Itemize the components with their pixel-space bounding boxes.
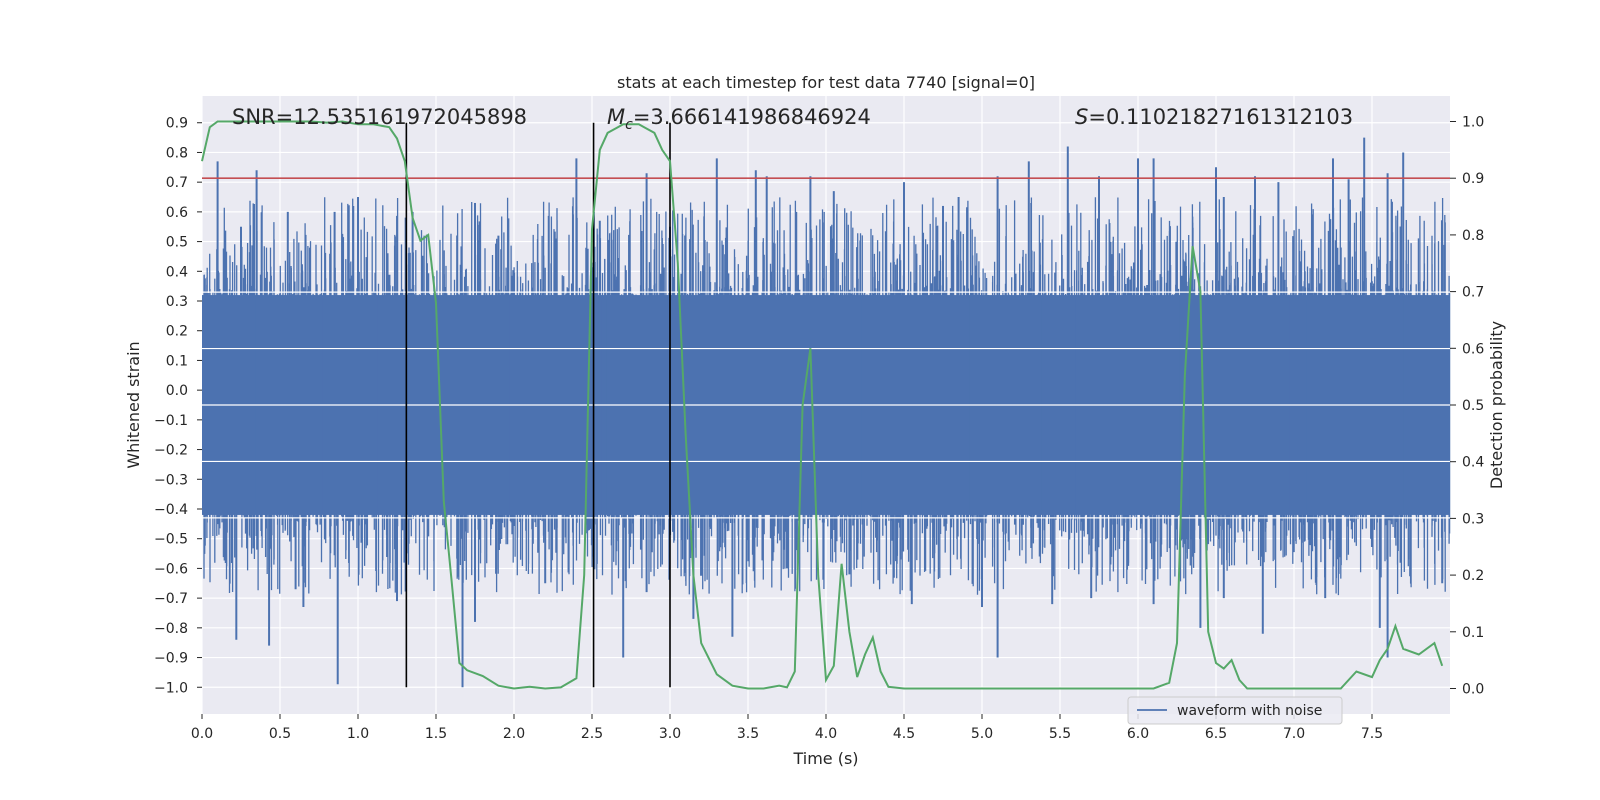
- s-symbol: S: [1075, 105, 1088, 129]
- y-tick-label: 0.3: [166, 294, 188, 310]
- y2-tick-label: 0.6: [1462, 341, 1484, 357]
- y-tick-label: −0.2: [154, 443, 188, 459]
- legend-label: waveform with noise: [1177, 703, 1322, 719]
- mc-symbol: M: [607, 105, 625, 129]
- y2-tick-label: 0.1: [1462, 625, 1484, 641]
- y2-tick-label: 0.2: [1462, 568, 1484, 584]
- mc-value: =3.666141986846924: [633, 105, 871, 129]
- y-tick-label: −0.3: [154, 472, 188, 488]
- x-tick-label: 6.0: [1127, 726, 1149, 742]
- legend: waveform with noise: [1127, 696, 1343, 725]
- y-tick-label: 0.0: [166, 383, 188, 399]
- y-axis-ticks: 0.9 0.8 0.7 0.6 0.5 0.4 0.3 0.2 0.1 0.0 −0.1 −0.2 −0…: [154, 116, 202, 696]
- legend-box: [1127, 696, 1343, 725]
- y2-tick-label: 0.9: [1462, 171, 1484, 187]
- x-tick-label: 6.5: [1205, 726, 1227, 742]
- y2-tick-label: 1.0: [1462, 115, 1484, 131]
- y-tick-label: 0.9: [166, 116, 188, 132]
- mc-subscript: c: [625, 117, 633, 133]
- y-tick-label: −0.1: [154, 413, 188, 429]
- chirp-mass-annotation: Mc=3.666141986846924: [607, 105, 871, 133]
- x-axis-label: Time (s): [792, 749, 858, 768]
- y2-axis-ticks: 0.0 0.1 0.2 0.3 0.4 0.5 0.6 0.7 0.8 0.9 1.0: [1450, 115, 1484, 697]
- detection-probability-line: [201, 120, 1444, 690]
- chart-title: stats at each timestep for test data 774…: [617, 73, 1035, 92]
- x-tick-label: 0.0: [191, 726, 213, 742]
- y-tick-label: 0.7: [166, 175, 188, 191]
- x-tick-label: 2.0: [503, 726, 525, 742]
- y-tick-label: 0.1: [166, 353, 188, 369]
- waveform-noise-lines: [203, 197, 1451, 596]
- x-tick-label: 5.5: [1049, 726, 1071, 742]
- x-tick-label: 3.0: [659, 726, 681, 742]
- y-tick-label: −0.6: [154, 561, 188, 577]
- x-tick-label: 5.0: [971, 726, 993, 742]
- y-tick-label: 0.6: [166, 205, 188, 221]
- y-tick-label: −0.7: [154, 591, 188, 607]
- x-tick-label: 7.0: [1283, 726, 1305, 742]
- y2-tick-label: 0.3: [1462, 511, 1484, 527]
- x-tick-label: 4.0: [815, 726, 837, 742]
- snr-annotation: SNR=12.535161972045898: [232, 105, 527, 129]
- y-tick-label: 0.8: [166, 145, 188, 161]
- y2-tick-label: 0.8: [1462, 228, 1484, 244]
- x-tick-label: 4.5: [893, 726, 915, 742]
- y2-tick-label: 0.0: [1462, 681, 1484, 697]
- x-tick-label: 1.5: [425, 726, 447, 742]
- y-tick-label: −1.0: [154, 680, 188, 696]
- y-tick-label: 0.5: [166, 235, 188, 251]
- x-axis-ticks: 0.0 0.5 1.0 1.5 2.0 2.5 3.0 3.5 4.0 4.5 5.0 5.5 6.0 6…: [191, 714, 1383, 742]
- x-tick-label: 7.5: [1361, 726, 1383, 742]
- y2-tick-label: 0.4: [1462, 455, 1484, 471]
- y-tick-label: −0.5: [154, 532, 188, 548]
- x-tick-label: 2.5: [581, 726, 603, 742]
- y-tick-label: −0.8: [154, 621, 188, 637]
- s-annotation: S=0.11021827161312103: [1075, 105, 1353, 129]
- y-axis-label: Whitened strain: [124, 341, 143, 468]
- y-tick-label: −0.4: [154, 502, 188, 518]
- waveform-series: [202, 137, 1451, 688]
- y-tick-label: −0.9: [154, 651, 188, 667]
- y-tick-label: 0.2: [166, 324, 188, 340]
- s-value: =0.11021827161312103: [1088, 105, 1353, 129]
- y2-tick-label: 0.5: [1462, 398, 1484, 414]
- x-tick-label: 3.5: [737, 726, 759, 742]
- x-tick-label: 1.0: [347, 726, 369, 742]
- y2-axis-label: Detection probability: [1487, 321, 1506, 489]
- x-tick-label: 0.5: [269, 726, 291, 742]
- y2-tick-label: 0.7: [1462, 285, 1484, 301]
- y-tick-label: 0.4: [166, 264, 188, 280]
